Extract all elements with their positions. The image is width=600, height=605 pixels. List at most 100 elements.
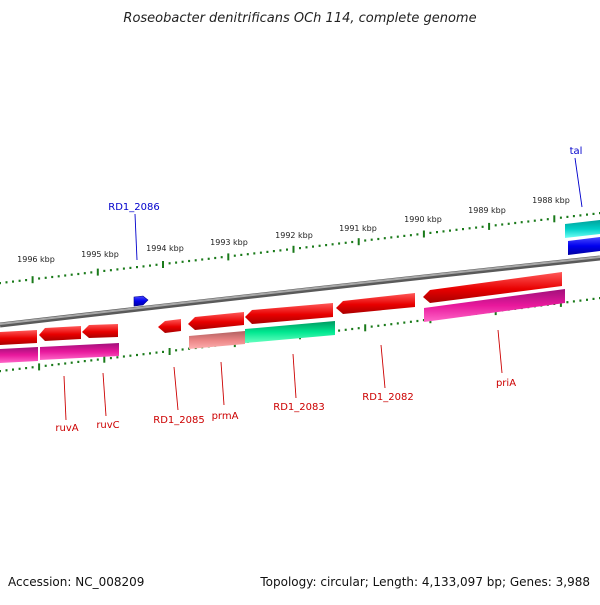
ruler-upper-minor-tick xyxy=(25,279,28,282)
cds-prma[interactable] xyxy=(189,331,245,349)
gene-label-pria[interactable]: priA xyxy=(496,378,516,389)
ruler-upper-minor-tick xyxy=(299,247,301,250)
gene-ruva[interactable] xyxy=(39,326,81,341)
gene-rd1-2082[interactable] xyxy=(336,293,415,314)
ruler-lower-minor-tick xyxy=(566,301,569,304)
gene-rd1-2083[interactable] xyxy=(245,303,333,324)
reverse-genes xyxy=(0,272,562,345)
ruler-lower-minor-tick xyxy=(12,368,14,371)
ruler-upper-minor-tick xyxy=(436,231,438,234)
ruler-lower-minor-tick xyxy=(109,357,112,360)
ruler-lower-minor-tick xyxy=(377,324,380,327)
cds-pria[interactable] xyxy=(424,289,565,322)
ruler-lower-minor-tick xyxy=(155,351,158,354)
ruler-lower-minor-tick xyxy=(83,360,86,363)
ruler-label-1988: 1988 kbp xyxy=(532,196,570,205)
ruler-upper-minor-tick xyxy=(220,256,223,259)
ruler-upper-minor-tick xyxy=(253,252,256,255)
ruler-upper-minor-tick xyxy=(279,249,282,252)
ruler-upper-minor-tick xyxy=(416,233,419,236)
ruler-lower-minor-tick xyxy=(338,329,341,332)
gene-label-rd1-2083[interactable]: RD1_2083 xyxy=(273,402,324,413)
ruler-upper-minor-tick xyxy=(312,245,314,248)
ruler-upper-major-tick xyxy=(292,245,295,253)
gene-labels: RD1_2086 tal ruvA ruvC RD1_2085 prmA RD1… xyxy=(55,146,582,434)
ruler-lower-minor-tick xyxy=(162,350,164,353)
ruler-upper-minor-tick xyxy=(175,261,178,264)
ruler-upper-minor-tick xyxy=(527,220,530,223)
ruler-upper-minor-tick xyxy=(259,251,262,254)
gene-rd1-2085[interactable] xyxy=(158,319,181,333)
ruler-lower-minor-tick xyxy=(422,319,425,322)
ruler-upper-minor-tick xyxy=(475,226,478,229)
ruler-lower-minor-tick xyxy=(351,327,354,331)
ruler-upper-minor-tick xyxy=(149,264,151,267)
ruler-upper-minor-tick xyxy=(325,244,328,247)
gene-label-rd1-2082[interactable]: RD1_2082 xyxy=(362,392,413,403)
gene-rd1-2086[interactable] xyxy=(133,295,149,307)
gene-tal[interactable] xyxy=(568,237,600,255)
ruler-upper-minor-tick xyxy=(344,241,347,244)
ruler-lower-major-tick xyxy=(364,324,367,332)
ruler-lower-minor-tick xyxy=(5,369,8,372)
ruler-upper-minor-tick xyxy=(546,218,549,221)
ruler-upper-minor-tick xyxy=(38,277,41,280)
gene-label-prma[interactable]: prmA xyxy=(212,411,239,422)
ruler-lower-minor-tick xyxy=(149,352,151,355)
gene-prma[interactable] xyxy=(188,312,244,330)
cds-rd1-2083[interactable] xyxy=(245,321,335,343)
ruler-upper-minor-tick xyxy=(136,266,138,269)
ruler-lower-minor-tick xyxy=(396,322,399,325)
ruler-lower-minor-tick xyxy=(403,321,406,324)
gene-label-ruvc[interactable]: ruvC xyxy=(96,420,119,431)
footer-summary: Topology: circular; Length: 4,133,097 bp… xyxy=(259,575,590,589)
gene-label-tal[interactable]: tal xyxy=(570,146,583,157)
ruler-upper-minor-tick xyxy=(409,234,412,237)
ruler-lower-minor-tick xyxy=(586,298,588,301)
ruler-upper-minor-tick xyxy=(318,244,321,247)
ruler-lower-minor-tick xyxy=(142,353,145,356)
ruler-label-1989: 1989 kbp xyxy=(468,206,506,215)
ruler-upper-minor-tick xyxy=(540,218,543,221)
ruler-lower-minor-tick xyxy=(116,356,119,359)
ruler-upper-minor-tick xyxy=(520,221,523,224)
ruler-lower-minor-tick xyxy=(370,325,373,328)
ruler-upper-minor-tick xyxy=(194,259,197,262)
ruler-upper-minor-tick xyxy=(12,280,14,283)
ruler-upper-minor-tick xyxy=(168,262,171,265)
ruler-upper-minor-tick xyxy=(429,231,432,234)
ruler-upper-minor-tick xyxy=(181,260,184,263)
ruler-label-1992: 1992 kbp xyxy=(275,231,313,240)
ruler-lower-minor-tick xyxy=(409,320,412,323)
ruler-label-1995: 1995 kbp xyxy=(81,250,119,259)
ruler-upper-minor-tick xyxy=(592,212,595,215)
ruler-labels: 1996 kbp 1995 kbp 1994 kbp 1993 kbp 1992… xyxy=(17,196,570,264)
ruler-upper-minor-tick xyxy=(501,223,504,226)
ruler-upper-minor-tick xyxy=(377,237,380,241)
ruler-lower-minor-tick xyxy=(70,361,73,364)
ruler-upper-major-tick xyxy=(553,215,556,223)
ruler-lower-minor-tick xyxy=(18,367,21,370)
ruler-lower-minor-tick xyxy=(57,363,60,366)
ruler-upper-minor-tick xyxy=(142,265,145,268)
cds-tal[interactable] xyxy=(565,220,600,238)
ruler-upper-minor-tick xyxy=(579,214,582,217)
cds-ruva-ruvc[interactable] xyxy=(40,343,119,360)
ruler-lower-minor-tick xyxy=(77,360,80,363)
ruler-upper-minor-tick xyxy=(83,272,86,275)
gene-left-partial[interactable] xyxy=(0,330,37,345)
ruler-upper-major-tick xyxy=(31,276,34,284)
gene-label-rd1-2085[interactable]: RD1_2085 xyxy=(153,415,204,426)
ruler-lower-major-tick xyxy=(103,355,106,363)
gene-ruvc[interactable] xyxy=(82,324,118,338)
gene-label-ruva[interactable]: ruvA xyxy=(55,423,78,434)
gene-label-rd1-2086[interactable]: RD1_2086 xyxy=(108,202,159,213)
ruler-lower-minor-tick xyxy=(416,319,419,323)
cds-left-partial[interactable] xyxy=(0,347,38,363)
ruler-lower-minor-tick xyxy=(344,328,347,331)
ruler-upper-minor-tick xyxy=(462,228,464,231)
gene-pria[interactable] xyxy=(423,272,562,303)
ruler-label-1996: 1996 kbp xyxy=(17,255,55,264)
ruler-lower-minor-tick xyxy=(572,300,575,303)
